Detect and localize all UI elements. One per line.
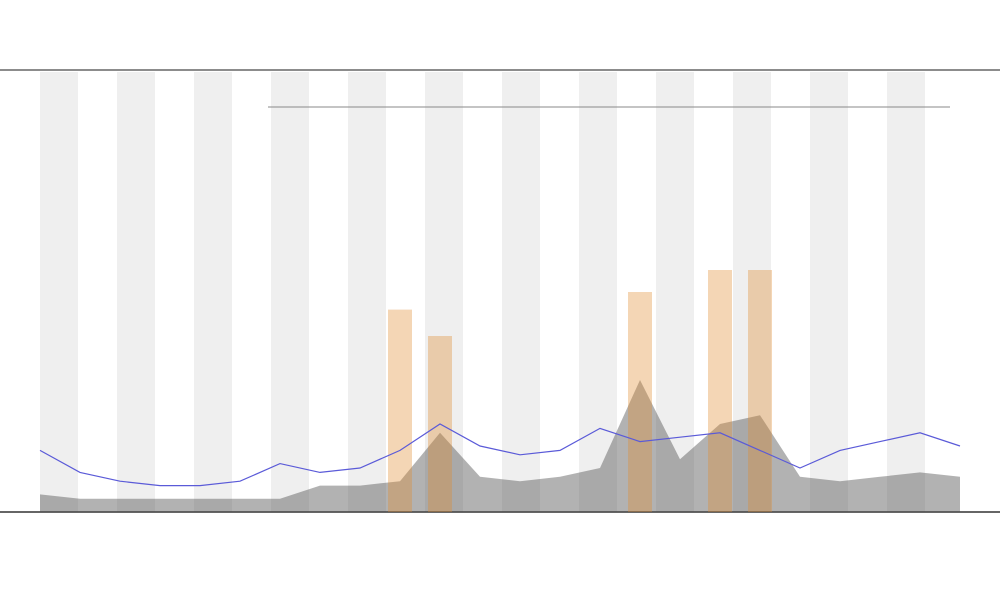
band	[887, 72, 925, 512]
spike	[388, 309, 412, 512]
band	[117, 72, 155, 512]
background-bands	[40, 72, 925, 512]
band	[579, 72, 617, 512]
spike	[748, 270, 772, 512]
band	[502, 72, 540, 512]
spike	[708, 270, 732, 512]
band	[194, 72, 232, 512]
density-area	[40, 380, 960, 512]
band	[271, 72, 309, 512]
band	[810, 72, 848, 512]
band	[40, 72, 78, 512]
line	[39, 423, 961, 487]
band	[733, 72, 771, 512]
band	[425, 72, 463, 512]
spike	[628, 292, 652, 512]
band	[348, 72, 386, 512]
